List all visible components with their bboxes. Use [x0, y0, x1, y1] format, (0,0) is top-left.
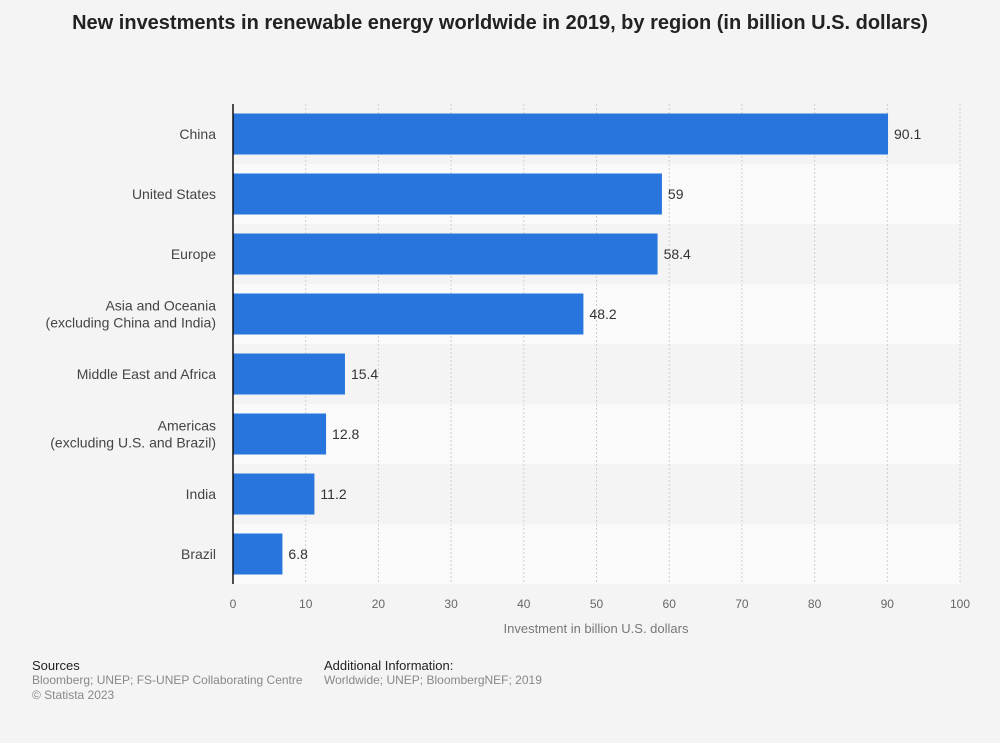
value-label: 48.2: [589, 306, 616, 322]
copyright: © Statista 2023: [32, 688, 115, 702]
x-tick-label: 50: [590, 597, 604, 611]
x-tick-labels: 0 10 20 30 40 50 60 70 80 90 100: [230, 597, 971, 611]
bar: [233, 353, 345, 395]
value-label: 12.8: [332, 426, 359, 442]
bar: [233, 233, 658, 275]
value-label: 6.8: [288, 546, 308, 562]
category-label: Europe: [171, 246, 216, 262]
additional-info-block: Additional Information: Worldwide; UNEP;…: [324, 658, 542, 688]
x-tick-label: 70: [735, 597, 749, 611]
category-label: China: [179, 126, 216, 142]
x-tick-label: 30: [444, 597, 458, 611]
category-label: Asia and Oceania (excluding China and Ind…: [46, 298, 217, 331]
category-label: United States: [132, 186, 216, 202]
value-label: 11.2: [320, 486, 346, 502]
value-labels: 90.1 59 58.4 48.2 15.4 12.8 11.2 6.8: [288, 126, 921, 562]
x-tick-label: 20: [372, 597, 386, 611]
value-label: 59: [668, 186, 684, 202]
x-tick-label: 0: [230, 597, 237, 611]
category-label: Middle East and Africa: [77, 366, 217, 382]
chart-title: New investments in renewable energy worl…: [72, 12, 928, 34]
bars: [233, 113, 889, 575]
sources-block: Sources Bloomberg; UNEP; FS-UNEP Collabo…: [32, 658, 303, 703]
value-label: 15.4: [351, 366, 378, 382]
category-label: India: [186, 486, 217, 502]
x-tick-label: 10: [299, 597, 313, 611]
x-tick-label: 40: [517, 597, 531, 611]
value-label: 90.1: [894, 126, 921, 142]
x-tick-label: 80: [808, 597, 822, 611]
value-label: 58.4: [664, 246, 691, 262]
bar: [233, 173, 662, 215]
x-tick-label: 60: [663, 597, 677, 611]
sources-title: Sources: [32, 658, 80, 673]
bar: [233, 413, 327, 455]
x-tick-label: 90: [881, 597, 895, 611]
x-axis-label: Investment in billion U.S. dollars: [504, 621, 689, 636]
sources-text: Bloomberg; UNEP; FS-UNEP Collaborating C…: [32, 673, 303, 687]
bar: [233, 473, 315, 515]
bar: [233, 293, 584, 335]
bar: [233, 113, 889, 155]
additional-info-text: Worldwide; UNEP; BloombergNEF; 2019: [324, 673, 542, 687]
category-label: Americas (excluding U.S. and Brazil): [50, 418, 216, 451]
category-labels: China United States Europe Asia and Oceania…: [46, 126, 217, 562]
x-tick-label: 100: [950, 597, 970, 611]
category-label: Brazil: [181, 546, 216, 562]
bar-chart: 90.1 59 58.4 48.2 15.4 12.8 11.2 6.8 China Unite…: [46, 104, 971, 636]
additional-info-title: Additional Information:: [324, 658, 454, 673]
bar: [233, 533, 283, 575]
